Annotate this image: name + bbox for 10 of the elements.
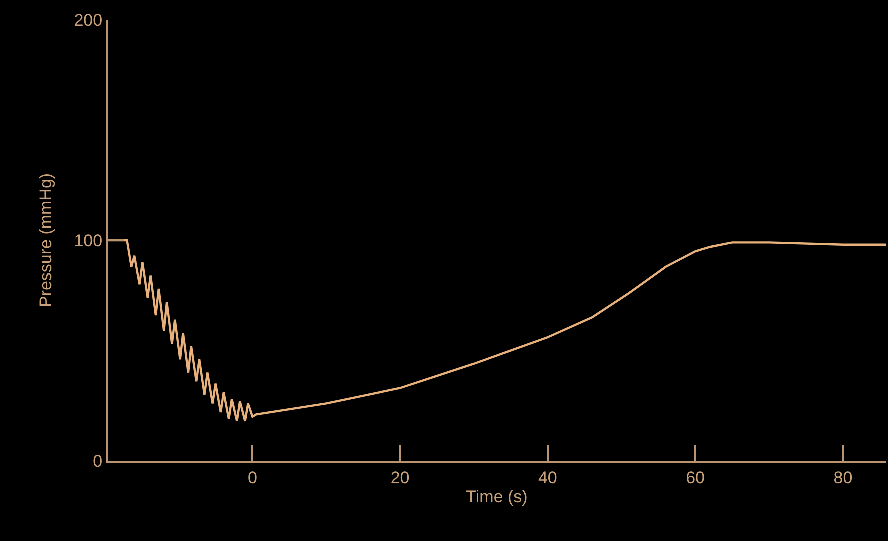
y-axis-title: Pressure (mmHg) <box>36 173 56 308</box>
y-tick-label: 100 <box>74 231 103 250</box>
x-tick-label: 20 <box>390 468 410 488</box>
x-tick-label: 80 <box>834 468 853 488</box>
x-tick-label: 0 <box>248 468 258 488</box>
y-tick-label: 200 <box>74 10 103 30</box>
x-axis-title: Time (s) <box>466 487 528 506</box>
x-tick-label: 60 <box>686 468 706 488</box>
x-tick-label: 40 <box>538 468 558 488</box>
y-tick-label: 0 <box>93 452 103 471</box>
